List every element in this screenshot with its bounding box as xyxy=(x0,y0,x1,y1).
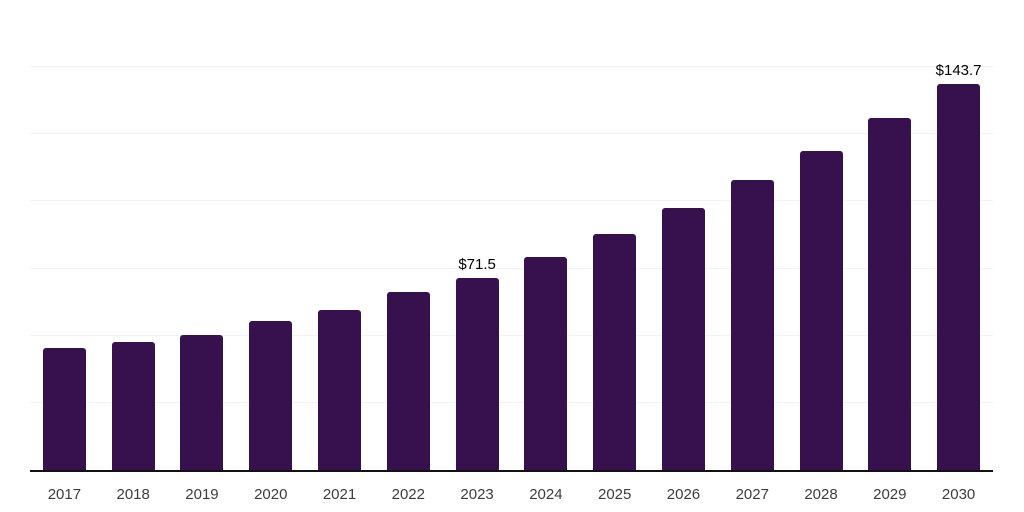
gridline xyxy=(30,66,993,68)
bar-2026 xyxy=(661,208,705,470)
x-axis-label: 2019 xyxy=(185,486,219,503)
bar-2030 xyxy=(937,84,981,470)
x-axis-label: 2022 xyxy=(391,486,425,503)
bar-2029 xyxy=(868,118,912,470)
x-axis-label: 2027 xyxy=(735,486,769,503)
x-axis-label: 2030 xyxy=(941,486,976,503)
x-axis-label: 2026 xyxy=(666,486,701,503)
x-axis-label: 2020 xyxy=(254,486,288,503)
plot-area: $71.5 $143.7 xyxy=(30,2,993,472)
x-axis-label: 2018 xyxy=(116,486,150,503)
x-axis-label: 2025 xyxy=(597,486,632,503)
x-axis-label: 2017 xyxy=(47,486,82,503)
bar-2023 xyxy=(455,277,499,470)
bar-2020 xyxy=(249,320,293,470)
bar-2025 xyxy=(593,233,637,470)
gridline xyxy=(30,401,993,403)
gridline xyxy=(30,133,993,135)
gridline xyxy=(30,267,993,269)
gridline xyxy=(30,334,993,336)
bar-2028 xyxy=(799,150,843,470)
gridline xyxy=(30,200,993,202)
bar-2017 xyxy=(42,348,86,470)
bar-2019 xyxy=(180,334,224,470)
bar-value-label: $71.5 xyxy=(458,255,496,273)
bar-2027 xyxy=(730,180,774,470)
x-axis-label: 2024 xyxy=(529,486,563,503)
x-axis-label: 2021 xyxy=(322,486,357,503)
x-axis-label: 2023 xyxy=(460,486,494,503)
bar-2022 xyxy=(386,291,430,470)
x-axis: 2017 2018 2019 2020 2021 2022 2023 2024 2025 2026… xyxy=(30,485,993,505)
bar-value-label: $143.7 xyxy=(935,62,982,80)
bar-2018 xyxy=(111,341,155,470)
bar-2024 xyxy=(524,256,568,470)
x-axis-label: 2028 xyxy=(804,486,838,503)
x-axis-label: 2029 xyxy=(873,486,907,503)
bar-2021 xyxy=(318,309,362,470)
